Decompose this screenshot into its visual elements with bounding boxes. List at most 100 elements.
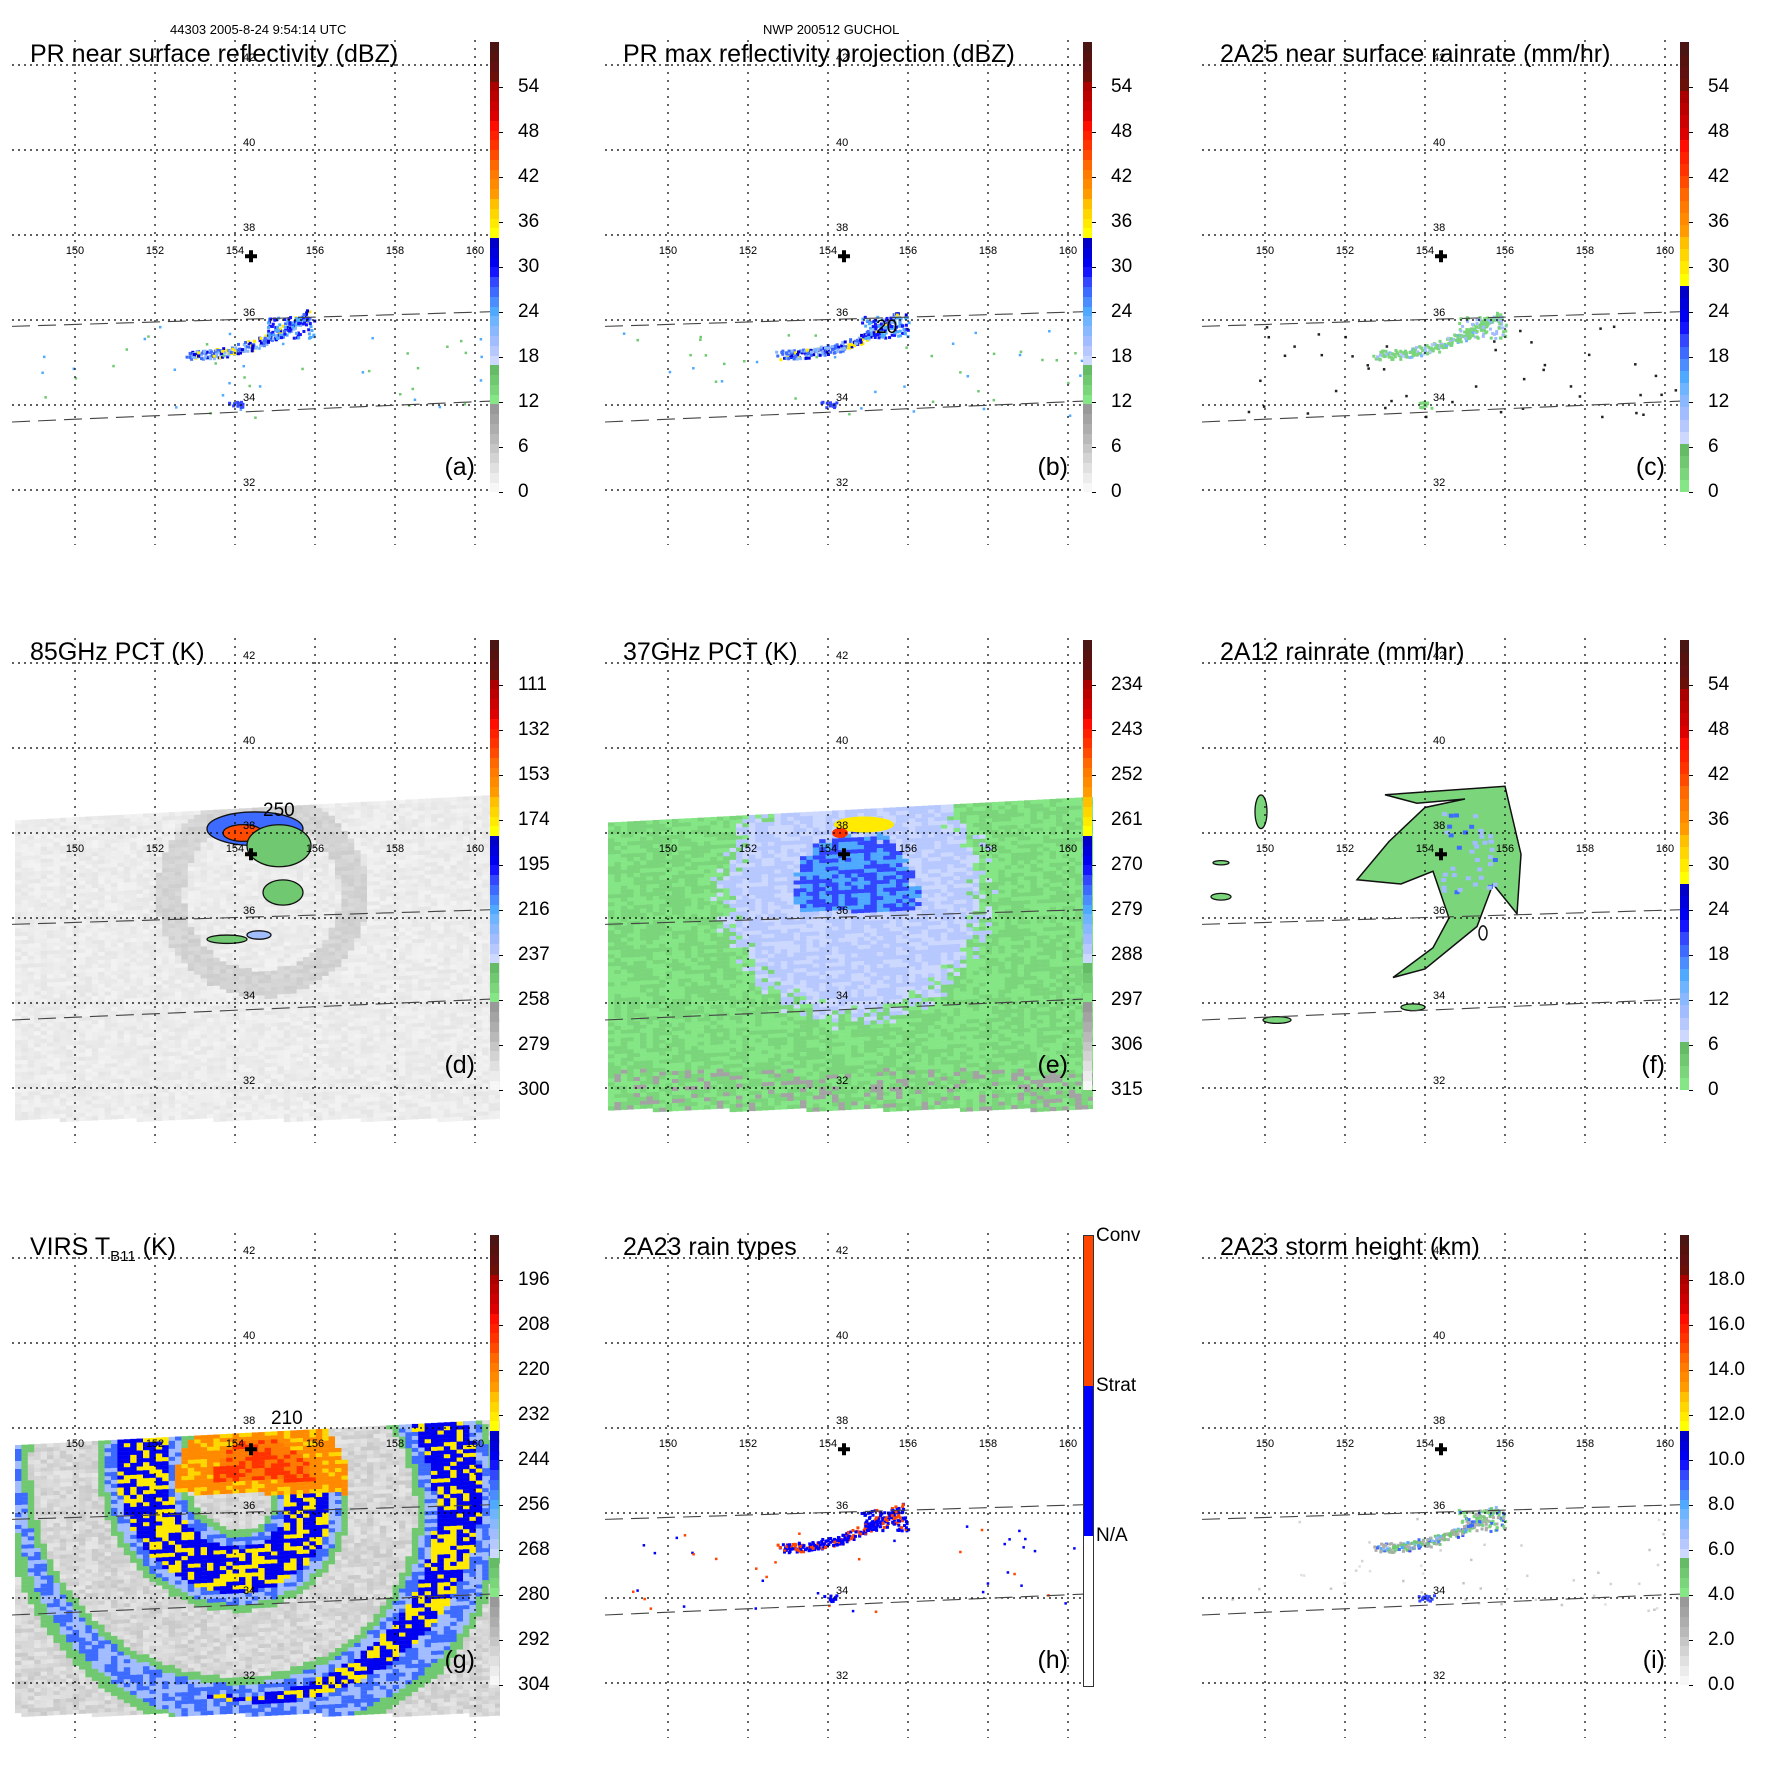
data-cell — [1655, 375, 1658, 378]
data-cell — [194, 999, 201, 1003]
data-cell — [1248, 411, 1251, 414]
data-cell — [156, 905, 163, 909]
data-cell — [239, 980, 246, 984]
data-cell — [60, 1066, 67, 1070]
data-cell — [137, 1102, 144, 1106]
data-cell — [137, 886, 144, 890]
data-cell — [137, 906, 144, 910]
data-cell — [137, 946, 144, 950]
data-cell — [43, 356, 46, 359]
data-cell — [79, 969, 86, 973]
data-cell — [194, 971, 201, 975]
data-cell — [137, 1034, 144, 1038]
data-cell — [156, 909, 163, 913]
data-cell — [1639, 394, 1642, 397]
data-cell — [233, 1065, 240, 1069]
data-cell — [130, 870, 137, 874]
data-cell — [1485, 330, 1488, 333]
data-cell — [265, 1103, 272, 1107]
data-cell — [213, 962, 220, 966]
data-cell — [41, 1111, 48, 1115]
data-cell — [233, 873, 240, 877]
data-cell — [66, 1062, 73, 1066]
data-cell — [85, 997, 92, 1001]
data-cell — [41, 971, 48, 975]
data-cell — [79, 889, 86, 893]
data-cell — [226, 921, 233, 925]
data-cell — [162, 956, 169, 960]
data-cell — [303, 953, 310, 957]
data-cell — [21, 852, 28, 856]
data-cell — [1459, 330, 1462, 333]
data-cell — [290, 1038, 297, 1042]
data-cell — [213, 966, 220, 970]
data-cell — [60, 1042, 67, 1046]
data-cell — [220, 905, 227, 909]
data-cell — [226, 1077, 233, 1081]
data-cell — [28, 1112, 35, 1116]
data-cell — [1293, 345, 1296, 348]
data-cell — [34, 955, 41, 959]
data-cell — [130, 826, 137, 830]
data-cell — [297, 1073, 304, 1077]
data-cell — [66, 1082, 73, 1086]
data-cell — [73, 1049, 80, 1053]
data-cell — [245, 900, 252, 904]
data-cell — [73, 1093, 80, 1097]
data-cell — [959, 371, 962, 374]
data-cell — [162, 1052, 169, 1056]
data-cell — [28, 820, 35, 824]
data-cell — [252, 1108, 259, 1112]
data-cell — [124, 1026, 131, 1030]
data-cell — [241, 406, 244, 409]
data-cell — [124, 1070, 131, 1074]
colorbar-segment — [1680, 358, 1689, 371]
data-cell — [244, 341, 247, 344]
data-cell — [277, 1098, 284, 1102]
data-cell — [117, 971, 124, 975]
data-cell — [60, 970, 67, 974]
data-cell — [297, 953, 304, 957]
data-cell — [53, 994, 60, 998]
data-cell — [117, 863, 124, 867]
data-cell — [220, 977, 227, 981]
data-cell — [271, 1095, 278, 1099]
data-cell — [34, 819, 41, 823]
data-cell — [53, 966, 60, 970]
colorbar-segment — [1083, 433, 1092, 443]
data-cell — [181, 963, 188, 967]
data-cell — [188, 875, 195, 879]
data-cell — [290, 1086, 297, 1090]
data-cell — [175, 988, 182, 992]
data-cell — [775, 351, 778, 354]
data-cell — [66, 930, 73, 934]
data-cell — [201, 882, 208, 886]
data-cell — [207, 1018, 214, 1022]
data-cell — [297, 985, 304, 989]
data-cell — [73, 817, 80, 821]
data-cell — [1485, 325, 1488, 328]
data-cell — [79, 961, 86, 965]
data-cell — [1476, 336, 1479, 339]
data-cell — [137, 838, 144, 842]
data-cell — [105, 1039, 112, 1043]
data-cell — [53, 1006, 60, 1010]
data-cell — [105, 911, 112, 915]
colorbar-tick — [499, 447, 503, 448]
data-cell — [239, 1052, 246, 1056]
data-cell — [124, 910, 131, 914]
data-cell — [194, 1067, 201, 1071]
data-cell — [47, 1075, 54, 1079]
data-cell — [952, 342, 955, 345]
data-cell — [175, 980, 182, 984]
data-cell — [284, 1046, 291, 1050]
data-cell — [239, 952, 246, 956]
data-cell — [239, 948, 246, 952]
data-cell — [290, 958, 297, 962]
data-cell — [117, 931, 124, 935]
data-cell — [860, 407, 863, 410]
data-cell — [149, 1033, 156, 1037]
data-cell — [258, 1107, 265, 1111]
data-cell — [794, 354, 797, 357]
data-cell — [1378, 358, 1381, 361]
